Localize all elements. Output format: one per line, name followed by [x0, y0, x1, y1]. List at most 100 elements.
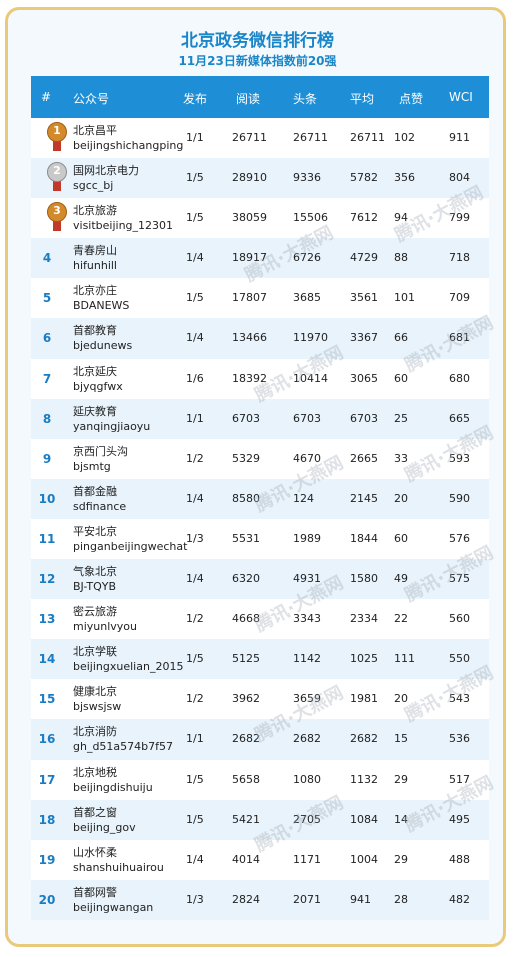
account-id: beijing_gov: [73, 820, 136, 834]
rank-number: 10: [38, 491, 56, 506]
top-read-count: 4670: [293, 451, 321, 465]
avg-read-count: 941: [350, 892, 371, 906]
table-row: 17 北京地税 beijingdishuiju 1/5 5658 1080 1132 29 51…: [31, 759, 489, 800]
medal-disc: [47, 122, 67, 142]
avg-read-count: 3367: [350, 331, 378, 345]
account-id: bjedunews: [73, 339, 133, 353]
top-read-count: 1080: [293, 772, 321, 786]
wci-score: 495: [449, 812, 470, 826]
medal-disc: [47, 202, 67, 223]
top-read-count: 3343: [293, 612, 321, 626]
page-title: 北京政务微信排行榜: [181, 31, 334, 51]
publish-count: 1/4: [186, 491, 204, 505]
like-count: 94: [394, 211, 408, 225]
read-count: 5658: [232, 772, 260, 786]
top-read-count: 10414: [293, 371, 328, 385]
avg-read-count: 7612: [350, 211, 378, 225]
top-read-count: 1989: [293, 531, 321, 545]
avg-read-count: 3065: [350, 371, 378, 385]
avg-read-count: 4729: [350, 251, 378, 265]
like-count: 111: [394, 652, 415, 666]
account-name: 北京旅游: [73, 204, 117, 218]
like-count: 14: [394, 812, 408, 826]
account-name: 平安北京: [73, 524, 117, 538]
avg-read-count: 3561: [350, 291, 378, 305]
account-name: 气象北京: [73, 565, 117, 579]
account-name: 北京亦庄: [73, 284, 117, 298]
wci-score: 680: [449, 371, 470, 385]
wci-score: 590: [449, 491, 470, 505]
publish-count: 1/5: [186, 772, 204, 786]
account-name: 青春房山: [73, 244, 117, 258]
table-row: 5 北京亦庄 BDANEWS 1/5 17807 3685 3561 101 709: [31, 278, 489, 319]
account-name: 北京消防: [73, 725, 117, 739]
top-read-count: 3685: [293, 291, 321, 305]
header-publish: 发布: [183, 92, 208, 106]
header-wci: WCI: [449, 90, 473, 104]
top-read-count: 2705: [293, 812, 321, 826]
table-row: 3 北京旅游 visitbeijing_12301 1/5 38059 15506 7612…: [31, 198, 489, 239]
avg-read-count: 6703: [350, 411, 378, 425]
account-id: beijingdishuiju: [73, 780, 153, 794]
wci-score: 482: [449, 892, 470, 906]
publish-count: 1/4: [186, 331, 204, 345]
avg-read-count: 2334: [350, 612, 378, 626]
table-row: 14 北京学联 beijingxuelian_2015 1/5 5125 1142 1025…: [31, 639, 489, 680]
medal-ribbon: [53, 139, 61, 151]
rank-number: 16: [38, 732, 56, 747]
account-id: yanqingjiaoyu: [73, 419, 151, 433]
account-id: BDANEWS: [73, 299, 130, 313]
table-row: 19 山水怀柔 shanshuihuairou 1/4 4014 1171 1004 29 48…: [31, 839, 489, 880]
header-read: 阅读: [236, 92, 261, 106]
rank-number: 4: [42, 251, 52, 266]
read-count: 6703: [232, 411, 260, 425]
read-count: 5421: [232, 812, 260, 826]
wci-score: 593: [449, 451, 470, 465]
table-row: 1 北京昌平 beijingshichangping 1/1 26711 26711 267…: [31, 118, 489, 159]
rank-number: 5: [42, 291, 52, 306]
wci-score: 665: [449, 411, 470, 425]
like-count: 101: [394, 291, 415, 305]
account-id: bjyqgfwx: [73, 379, 123, 393]
account-id: beijingshichangping: [73, 139, 184, 152]
like-count: 60: [394, 371, 408, 385]
rank-number: 2: [53, 164, 61, 178]
publish-count: 1/3: [186, 531, 204, 545]
read-count: 28910: [232, 171, 267, 185]
publish-count: 1/3: [186, 892, 204, 906]
table-row: 15 健康北京 bjswsjsw 1/2 3962 3659 1981 20 543: [31, 679, 489, 720]
table-row: 10 首都金融 sdfinance 1/4 8580 124 2145 20 590: [31, 478, 489, 519]
table-row: 9 京西门头沟 bjsmtg 1/2 5329 4670 2665 33 593: [31, 438, 489, 479]
account-id: miyunlvyou: [73, 620, 138, 634]
read-count: 3962: [232, 692, 260, 706]
avg-read-count: 1981: [350, 692, 378, 706]
account-id: bjsmtg: [73, 459, 111, 473]
like-count: 20: [394, 692, 408, 706]
account-name: 山水怀柔: [73, 845, 117, 859]
avg-read-count: 2145: [350, 491, 378, 505]
avg-read-count: 26711: [350, 131, 385, 144]
medal-disc: [47, 162, 67, 183]
top-read-count: 11970: [293, 331, 328, 345]
like-count: 29: [394, 772, 408, 786]
like-count: 33: [394, 451, 408, 465]
rank-number: 8: [42, 411, 52, 426]
account-name: 国网北京电力: [73, 164, 139, 178]
avg-read-count: 1084: [350, 812, 378, 826]
like-count: 88: [394, 251, 408, 265]
read-count: 38059: [232, 211, 267, 225]
read-count: 2824: [232, 892, 260, 906]
header-rank: #: [41, 90, 52, 104]
rank-number: 11: [38, 531, 56, 546]
page-subtitle: 11月23日新媒体指数前20强: [178, 54, 337, 68]
read-count: 4014: [232, 852, 260, 866]
table-row: 8 延庆教育 yanqingjiaoyu 1/1 6703 6703 6703 25 665: [31, 398, 489, 439]
read-count: 2682: [232, 732, 260, 746]
account-name: 北京学联: [73, 645, 117, 659]
avg-read-count: 1580: [350, 572, 378, 586]
rank-number: 12: [38, 572, 56, 587]
like-count: 356: [394, 171, 415, 185]
avg-read-count: 2682: [350, 732, 378, 746]
account-name: 京西门头沟: [73, 444, 128, 458]
publish-count: 1/2: [186, 692, 204, 706]
